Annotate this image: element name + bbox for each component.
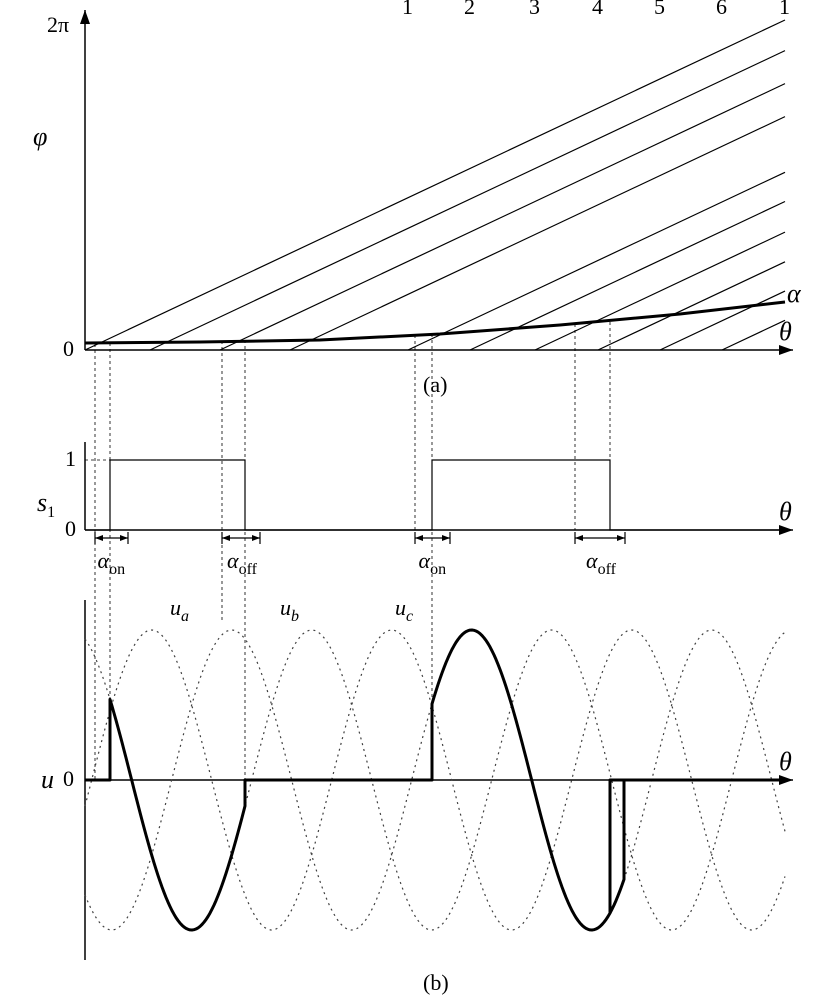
svg-text:(b): (b) <box>423 970 449 995</box>
svg-text:θ: θ <box>779 747 792 776</box>
svg-text:0: 0 <box>63 336 74 361</box>
svg-text:αon: αon <box>98 548 126 578</box>
svg-text:φ: φ <box>33 122 47 151</box>
svg-text:αoff: αoff <box>227 548 258 578</box>
svg-text:θ: θ <box>779 317 792 346</box>
svg-text:5: 5 <box>654 0 665 19</box>
panel-c: 0u θ ua ub uc (b) <box>41 595 793 995</box>
svg-text:2π: 2π <box>47 12 69 37</box>
svg-text:2: 2 <box>464 0 475 19</box>
panel-a: 2π 0 φ θ 1 2 3 4 5 6 1 α (a) <box>33 0 802 397</box>
svg-text:s1: s1 <box>37 488 55 521</box>
svg-text:1: 1 <box>779 0 790 19</box>
svg-text:6: 6 <box>716 0 727 19</box>
svg-text:(a): (a) <box>423 372 447 397</box>
svg-text:u: u <box>41 765 54 794</box>
svg-text:1: 1 <box>402 0 413 19</box>
svg-text:4: 4 <box>592 0 603 19</box>
svg-text:ua: ua <box>170 595 189 625</box>
svg-text:α: α <box>787 279 802 308</box>
svg-text:ub: ub <box>280 595 299 625</box>
svg-text:0: 0 <box>65 516 76 541</box>
guides <box>95 322 610 780</box>
svg-text:uc: uc <box>395 595 413 625</box>
svg-text:αoff: αoff <box>586 548 617 578</box>
svg-text:θ: θ <box>779 497 792 526</box>
svg-text:0: 0 <box>63 766 74 791</box>
svg-text:1: 1 <box>65 446 76 471</box>
svg-text:3: 3 <box>529 0 540 19</box>
